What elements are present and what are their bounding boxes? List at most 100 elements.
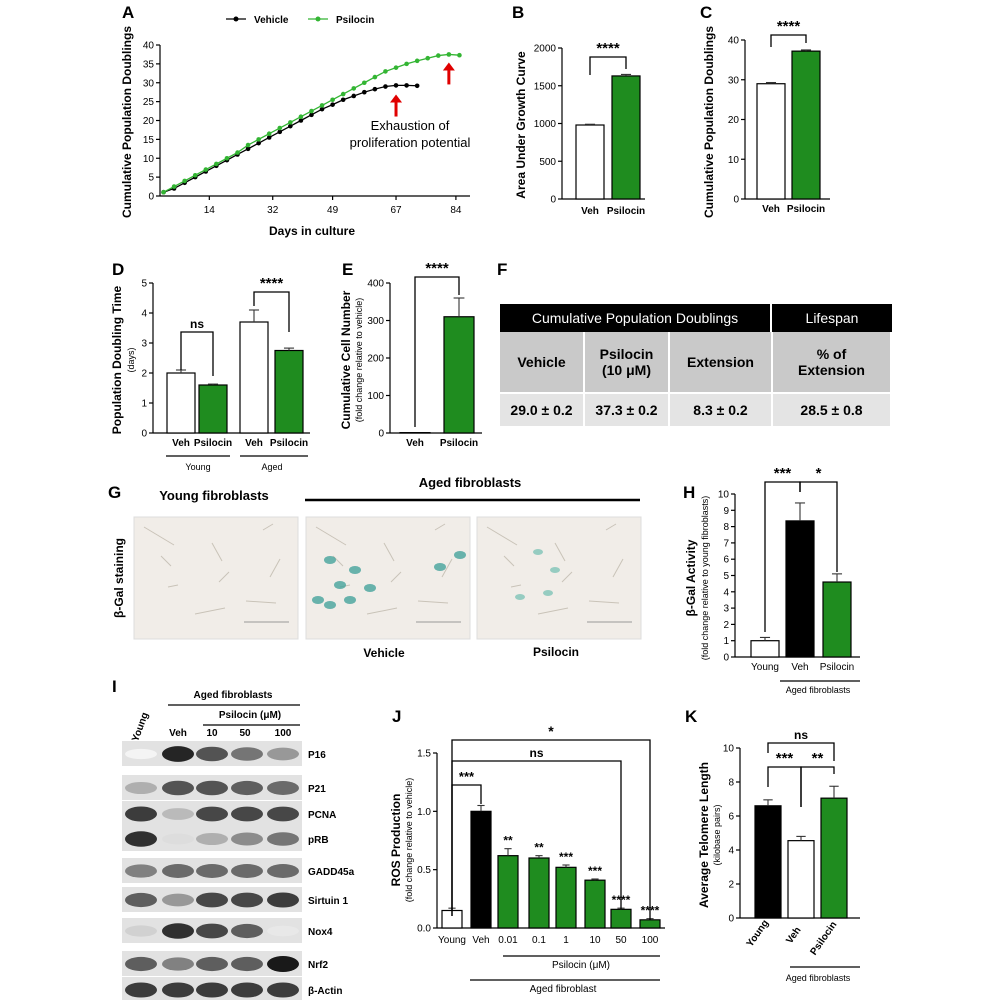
g-cell-streak bbox=[143, 526, 175, 546]
a-xtick-label: 67 bbox=[390, 205, 402, 216]
j-category-label: Veh bbox=[472, 935, 489, 946]
a-point-psilocin bbox=[362, 80, 367, 86]
i-blot-band bbox=[196, 982, 228, 998]
a-point-vehicle bbox=[277, 129, 283, 135]
g-cell-streak bbox=[441, 558, 453, 578]
i-blot-band bbox=[162, 864, 194, 878]
g-vehicle-label: Vehicle bbox=[363, 646, 405, 660]
i-blot-band bbox=[231, 747, 263, 761]
d-ytick-label: 1 bbox=[141, 399, 147, 410]
b-ytick-label: 1000 bbox=[534, 119, 557, 130]
i-blot-band bbox=[267, 806, 299, 822]
g-beta-gal-stain bbox=[434, 563, 446, 571]
d-ytick-label: 5 bbox=[141, 279, 147, 290]
j-category-label: Young bbox=[438, 935, 466, 946]
e-ylabel: Cumulative Cell Number bbox=[339, 290, 353, 429]
h-ytick-label: 4 bbox=[723, 587, 729, 598]
j-bar-stars: ** bbox=[534, 841, 544, 855]
a-point-vehicle bbox=[340, 97, 346, 103]
a-legend-marker-psilocin bbox=[315, 16, 321, 22]
j-category-label: 100 bbox=[642, 935, 659, 946]
a-arrow-head-0 bbox=[390, 94, 403, 103]
b-category-label: Veh bbox=[581, 206, 599, 217]
a-point-vehicle bbox=[319, 106, 325, 112]
i-blot-band bbox=[196, 746, 228, 762]
k-ylabel: Average Telomere Length bbox=[697, 762, 711, 908]
a-point-psilocin bbox=[446, 52, 452, 57]
g-beta-gal-stain bbox=[543, 590, 553, 596]
i-blot-band bbox=[125, 806, 157, 822]
table-val-pct-extension: 28.5 ± 0.8 bbox=[773, 394, 890, 426]
j-bar-stars: *** bbox=[559, 850, 573, 864]
i-protein-label: PCNA bbox=[308, 810, 336, 821]
panel-label-f: F bbox=[497, 260, 507, 279]
g-cell-streak bbox=[390, 571, 402, 583]
b-ytick-label: 500 bbox=[539, 157, 556, 168]
d-ytick-label: 4 bbox=[141, 309, 147, 320]
c-bar-1 bbox=[791, 50, 821, 200]
panel-label-j: J bbox=[392, 707, 401, 726]
e-ytick-label: 0 bbox=[378, 429, 384, 440]
a-point-psilocin bbox=[224, 155, 230, 161]
i-blot-band bbox=[196, 923, 228, 939]
h-sig-young-label: *** bbox=[774, 465, 792, 482]
a-legend-psilocin: Psilocin bbox=[336, 15, 374, 26]
j-sig-veh-label: *** bbox=[459, 769, 475, 784]
i-aged-title: Aged fibroblasts bbox=[194, 690, 273, 701]
a-point-psilocin bbox=[288, 120, 293, 125]
g-cell-streak bbox=[366, 607, 398, 615]
g-cell-streak bbox=[262, 523, 274, 531]
d-sig-aged-label: **** bbox=[260, 275, 284, 292]
i-blot-band bbox=[162, 982, 194, 998]
i-young-label: Young bbox=[130, 711, 151, 743]
g-cell-streak bbox=[605, 523, 617, 531]
a-point-psilocin bbox=[309, 108, 314, 114]
table-val-psilocin: 37.3 ± 0.2 bbox=[585, 394, 668, 426]
d-category-label: Veh bbox=[172, 438, 190, 449]
i-blot-band bbox=[125, 956, 157, 972]
panel-label-c: C bbox=[700, 3, 712, 22]
table-val-vehicle: 29.0 ± 0.2 bbox=[500, 394, 583, 426]
i-blot-band bbox=[125, 925, 157, 937]
table-f: Cumulative Population Doublings Lifespan… bbox=[500, 304, 892, 426]
panel-label-b: B bbox=[512, 3, 524, 22]
g-aged-title: Aged fibroblasts bbox=[419, 475, 522, 490]
table-col-vehicle: Vehicle bbox=[500, 332, 583, 392]
a-point-vehicle bbox=[298, 118, 304, 123]
i-blot-band bbox=[196, 832, 228, 846]
a-point-psilocin bbox=[171, 184, 177, 189]
g-cell-streak bbox=[612, 558, 624, 578]
c-category-label: Psilocin bbox=[787, 204, 825, 215]
j-ytick-label: 0.0 bbox=[417, 924, 431, 935]
j-ylabel: ROS Production bbox=[389, 794, 403, 887]
g-cell-streak bbox=[417, 600, 449, 604]
k-group-label: Aged fibroblasts bbox=[786, 973, 851, 983]
k-ylabel-sub: (kilobase pairs) bbox=[712, 804, 722, 865]
g-young-title: Young fibroblasts bbox=[159, 488, 269, 503]
i-blot-band bbox=[231, 780, 263, 796]
table-col-extension: Extension bbox=[670, 332, 771, 392]
g-cell-streak bbox=[537, 607, 569, 615]
g-row-label: β-Gal staining bbox=[112, 538, 126, 618]
j-group-label: Aged fibroblast bbox=[530, 984, 597, 995]
d-sig-ns-label: ns bbox=[190, 317, 204, 331]
j-sig-100-bracket bbox=[451, 739, 651, 920]
k-ytick-label: 0 bbox=[728, 914, 734, 925]
e-ytick-label: 200 bbox=[367, 354, 384, 365]
a-ytick-label: 5 bbox=[148, 173, 154, 184]
panel-label-d: D bbox=[112, 260, 124, 279]
k-sig-psi-bracket bbox=[800, 766, 835, 807]
a-point-vehicle bbox=[372, 86, 378, 92]
j-category-label: 1 bbox=[563, 935, 569, 946]
g-cell-streak bbox=[269, 558, 281, 578]
j-bar-2 bbox=[497, 855, 519, 929]
c-ytick-label: 10 bbox=[728, 155, 740, 166]
k-category-label: Psilocin bbox=[808, 920, 839, 958]
j-bar-7 bbox=[639, 919, 661, 929]
a-point-vehicle bbox=[256, 140, 261, 146]
i-blot-band bbox=[267, 747, 299, 761]
g-cell-streak bbox=[561, 571, 573, 583]
panel-label-i: I bbox=[112, 677, 117, 696]
i-blot-band bbox=[125, 864, 157, 878]
a-point-psilocin bbox=[192, 172, 198, 178]
